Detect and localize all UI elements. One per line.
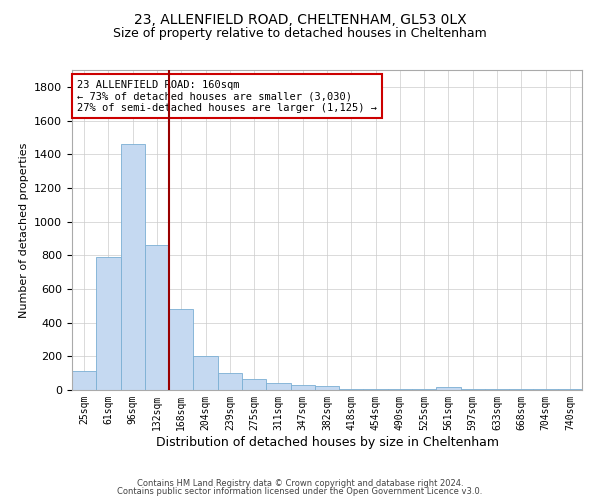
Bar [485, 389, 509, 390]
Y-axis label: Number of detached properties: Number of detached properties [19, 142, 29, 318]
Text: 23 ALLENFIELD ROAD: 160sqm
← 73% of detached houses are smaller (3,030)
27% of s: 23 ALLENFIELD ROAD: 160sqm ← 73% of deta… [77, 80, 377, 113]
Bar [242, 379, 266, 390]
Text: 23, ALLENFIELD ROAD, CHELTENHAM, GL53 0LX: 23, ALLENFIELD ROAD, CHELTENHAM, GL53 0L… [134, 12, 466, 26]
Bar [96, 257, 121, 390]
Bar [436, 388, 461, 390]
Bar [121, 144, 145, 390]
Bar [290, 385, 315, 390]
Bar [145, 245, 169, 390]
Bar [388, 389, 412, 390]
X-axis label: Distribution of detached houses by size in Cheltenham: Distribution of detached houses by size … [155, 436, 499, 448]
Bar [169, 309, 193, 390]
Text: Contains public sector information licensed under the Open Government Licence v3: Contains public sector information licen… [118, 487, 482, 496]
Bar [364, 389, 388, 390]
Bar [315, 386, 339, 390]
Bar [412, 389, 436, 390]
Bar [193, 356, 218, 390]
Bar [72, 372, 96, 390]
Bar [461, 389, 485, 390]
Bar [339, 389, 364, 390]
Bar [533, 389, 558, 390]
Bar [509, 389, 533, 390]
Text: Contains HM Land Registry data © Crown copyright and database right 2024.: Contains HM Land Registry data © Crown c… [137, 478, 463, 488]
Bar [558, 389, 582, 390]
Bar [218, 373, 242, 390]
Bar [266, 384, 290, 390]
Text: Size of property relative to detached houses in Cheltenham: Size of property relative to detached ho… [113, 28, 487, 40]
